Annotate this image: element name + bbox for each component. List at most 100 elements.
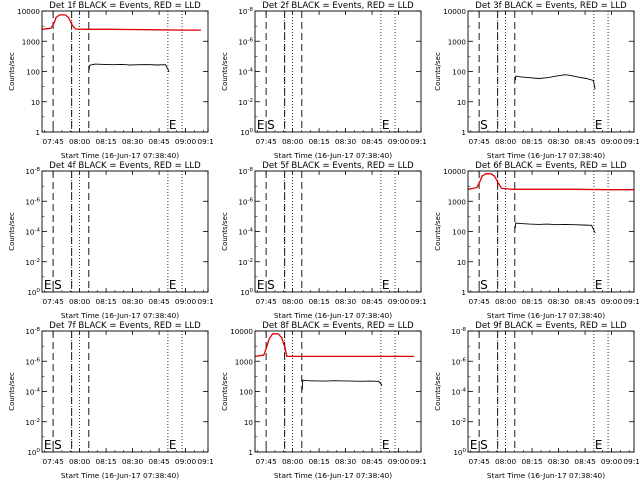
x-tick-label: 08:45: [361, 297, 383, 306]
detector-panel-8: Det 8f BLACK = Events, RED = LLD Counts/s…: [213, 320, 426, 480]
x-tick-label: 08:30: [548, 457, 570, 466]
x-tick-label: 09:15: [197, 297, 213, 306]
x-tick-label: 07:45: [42, 457, 64, 466]
marker-e: E: [382, 438, 390, 452]
y-tick-label: 1000: [448, 197, 467, 206]
x-tick-label: 07:45: [468, 297, 490, 306]
panel-title: Det 6f BLACK = Events, RED = LLD: [475, 161, 627, 171]
y-tick-label: 10-8: [238, 167, 253, 176]
panel-title: Det 8f BLACK = Events, RED = LLD: [262, 321, 414, 331]
x-tick-label: 08:30: [122, 297, 144, 306]
x-tick-label: 08:30: [335, 137, 357, 146]
y-tick-label: 10000: [17, 7, 40, 16]
marker-s: S: [54, 438, 62, 452]
y-tick-label: 10: [457, 258, 467, 267]
x-tick-label: 09:00: [175, 457, 197, 466]
y-tick-label: 10: [31, 98, 41, 107]
y-tick-label: 10-8: [25, 327, 40, 336]
x-tick-label: 08:00: [495, 137, 517, 146]
y-axis-label: Counts/sec: [221, 52, 229, 91]
marker-e: E: [595, 278, 603, 292]
x-tick-label: 08:45: [574, 137, 596, 146]
x-tick-label: 08:00: [282, 137, 304, 146]
y-tick-label: 10-4: [238, 228, 253, 237]
x-tick-label: 08:00: [495, 457, 517, 466]
panel-svg: Det 7f BLACK = Events, RED = LLD Counts/s…: [8, 321, 213, 480]
plot-frame: [467, 170, 635, 293]
detector-panel-1: Det 1f BLACK = Events, RED = LLD Counts/s…: [0, 0, 213, 160]
x-tick-label: 09:15: [623, 457, 639, 466]
events-series-line: [514, 222, 596, 234]
y-tick-label: 100: [239, 388, 253, 397]
x-tick-label: 08:45: [148, 297, 170, 306]
marker-e: E: [169, 118, 177, 132]
y-tick-label: 1000: [235, 357, 254, 366]
x-tick-label: 07:45: [42, 137, 64, 146]
events-series-line: [301, 379, 383, 390]
y-tick-label: 10-2: [238, 258, 253, 267]
x-axis-label: Start Time (16-Jun-17 07:38:40): [274, 311, 392, 320]
plot-frame: [254, 170, 422, 293]
y-tick-label: 1000: [448, 37, 467, 46]
x-tick-label: 08:15: [95, 137, 117, 146]
panel-title: Det 7f BLACK = Events, RED = LLD: [49, 321, 201, 331]
panel-svg: Det 4f BLACK = Events, RED = LLD Counts/s…: [8, 161, 213, 320]
x-tick-label: 08:30: [335, 297, 357, 306]
detector-panel-6: Det 6f BLACK = Events, RED = LLD Counts/s…: [426, 160, 639, 320]
x-axis-label: Start Time (16-Jun-17 07:38:40): [61, 471, 179, 480]
y-axis-label: Counts/sec: [434, 52, 442, 91]
x-axis-label: Start Time (16-Jun-17 07:38:40): [487, 471, 605, 480]
marker-e: E: [470, 438, 478, 452]
x-tick-label: 08:00: [69, 297, 91, 306]
plot-frame: [41, 170, 209, 293]
plot-frame: [254, 330, 422, 453]
panel-title: Det 4f BLACK = Events, RED = LLD: [49, 161, 201, 171]
plot-frame: [467, 330, 635, 453]
x-tick-label: 09:00: [601, 457, 623, 466]
detector-panel-4: Det 4f BLACK = Events, RED = LLD Counts/s…: [0, 160, 213, 320]
y-axis-label: Counts/sec: [8, 212, 16, 251]
x-tick-label: 09:15: [410, 297, 426, 306]
x-tick-label: 09:00: [175, 297, 197, 306]
x-tick-label: 08:30: [335, 457, 357, 466]
marker-s: S: [480, 118, 488, 132]
y-tick-label: 10-8: [451, 327, 466, 336]
marker-e: E: [257, 118, 265, 132]
x-tick-label: 09:15: [623, 297, 639, 306]
x-tick-label: 08:15: [521, 457, 543, 466]
x-tick-label: 08:15: [95, 297, 117, 306]
y-axis-label: Counts/sec: [8, 372, 16, 411]
x-tick-label: 09:15: [410, 457, 426, 466]
x-tick-label: 08:00: [282, 297, 304, 306]
x-tick-label: 08:00: [282, 457, 304, 466]
x-tick-label: 08:00: [69, 457, 91, 466]
x-tick-label: 08:15: [521, 137, 543, 146]
panel-svg: Det 1f BLACK = Events, RED = LLD Counts/s…: [8, 1, 213, 160]
y-tick-label: 100: [452, 68, 466, 77]
y-tick-label: 100: [240, 288, 253, 297]
marker-s: S: [480, 438, 488, 452]
y-tick-label: 1: [461, 288, 466, 297]
y-tick-label: 10-4: [451, 388, 466, 397]
y-tick-label: 10-4: [25, 228, 40, 237]
x-tick-label: 08:45: [574, 297, 596, 306]
x-tick-label: 08:45: [148, 457, 170, 466]
x-tick-label: 07:45: [468, 457, 490, 466]
x-axis-label: Start Time (16-Jun-17 07:38:40): [274, 151, 392, 160]
y-tick-label: 10-2: [25, 418, 40, 427]
x-tick-label: 08:15: [308, 297, 330, 306]
marker-s: S: [54, 278, 62, 292]
x-tick-label: 09:00: [388, 137, 410, 146]
panel-svg: Det 6f BLACK = Events, RED = LLD Counts/s…: [434, 161, 639, 320]
detector-panel-2: Det 2f BLACK = Events, RED = LLD Counts/s…: [213, 0, 426, 160]
detector-panel-5: Det 5f BLACK = Events, RED = LLD Counts/s…: [213, 160, 426, 320]
panel-title: Det 3f BLACK = Events, RED = LLD: [475, 1, 627, 11]
y-tick-label: 100: [452, 228, 466, 237]
y-tick-label: 10-2: [238, 98, 253, 107]
x-tick-label: 07:45: [255, 137, 277, 146]
events-series-line: [514, 74, 596, 90]
panel-svg: Det 8f BLACK = Events, RED = LLD Counts/s…: [221, 321, 426, 480]
panel-title: Det 2f BLACK = Events, RED = LLD: [262, 1, 414, 11]
x-tick-label: 08:15: [521, 297, 543, 306]
x-tick-label: 08:30: [122, 457, 144, 466]
